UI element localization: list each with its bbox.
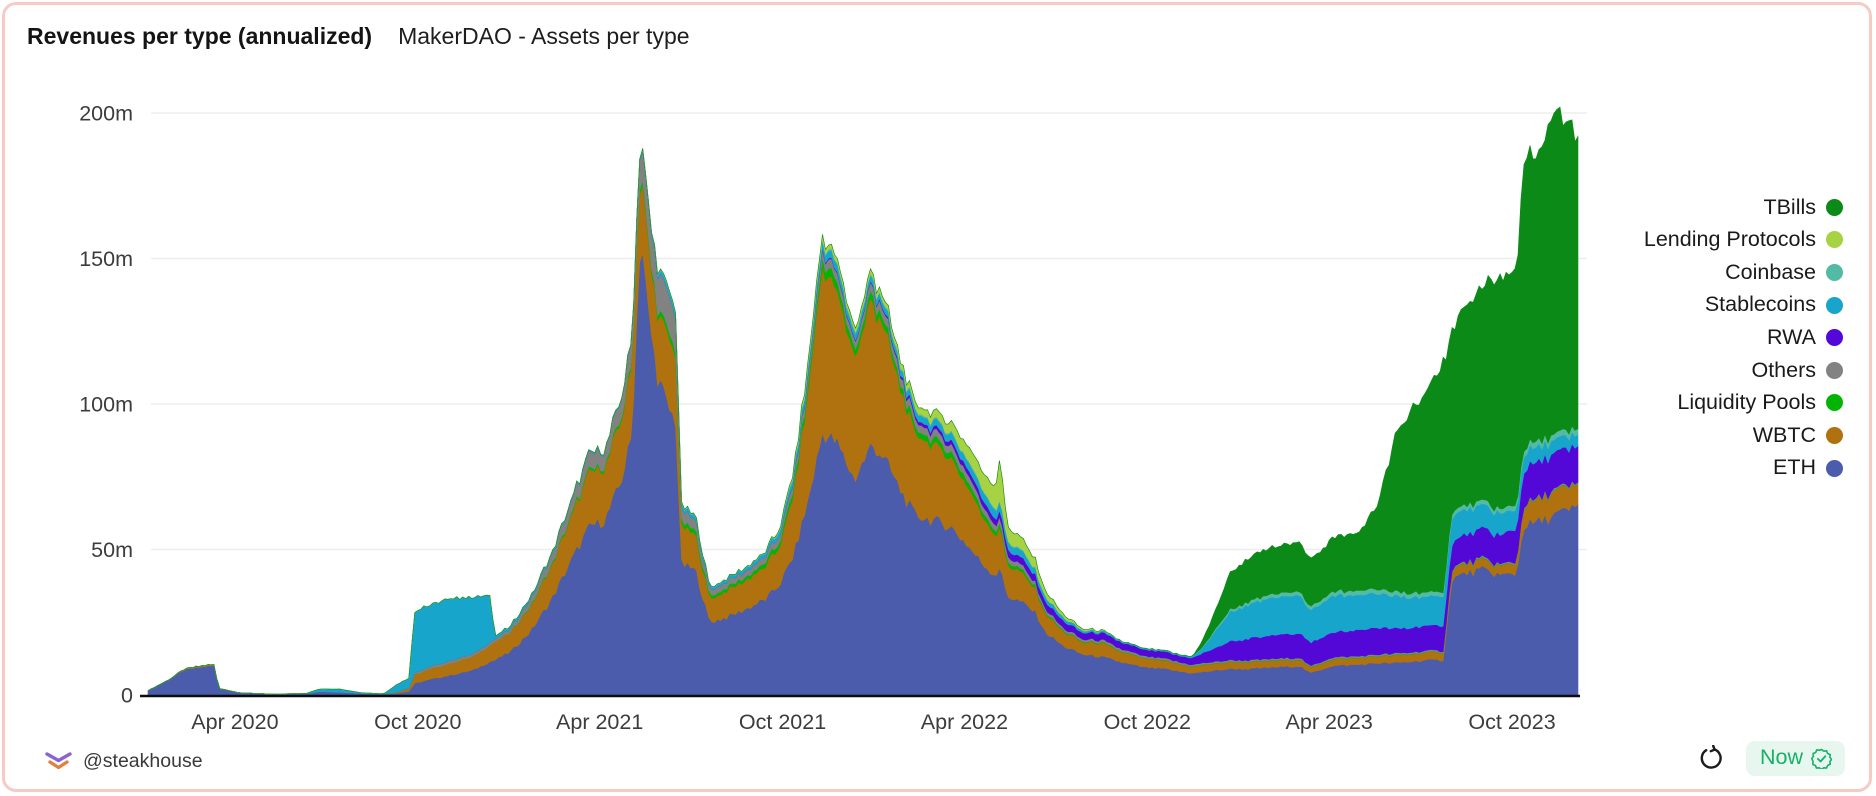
refresh-icon <box>1700 745 1722 769</box>
legend-item-stablecoins[interactable]: Stablecoins <box>1705 289 1843 322</box>
legend-item-tbills[interactable]: TBills <box>1763 191 1843 224</box>
legend-label: WBTC <box>1752 422 1816 447</box>
legend-label: Coinbase <box>1725 259 1816 284</box>
now-badge-label: Now <box>1759 745 1803 770</box>
legend-label: Others <box>1751 357 1816 382</box>
legend-label: Lending Protocols <box>1643 227 1816 252</box>
legend-item-others[interactable]: Others <box>1751 354 1843 387</box>
x-tick-label: Oct 2020 <box>374 710 461 734</box>
legend-color-dot <box>1826 231 1843 249</box>
y-tick-label: 50m <box>91 538 133 562</box>
legend-color-dot <box>1826 361 1843 379</box>
legend-item-lending-protocols[interactable]: Lending Protocols <box>1644 224 1843 257</box>
footer-status: Now <box>1696 741 1845 776</box>
revenue-stacked-area-chart[interactable]: 0 50m 100m 150m 200m Apr 2020 Oct 2020 Apr 2021… <box>5 5 1872 792</box>
legend-item-rwa[interactable]: RWA <box>1767 321 1843 354</box>
x-tick-label: Apr 2022 <box>921 710 1008 734</box>
x-tick-label: Oct 2022 <box>1104 710 1191 734</box>
legend-label: Liquidity Pools <box>1677 390 1816 415</box>
x-tick-label: Apr 2021 <box>556 710 643 734</box>
chart-legend: TBills Lending Protocols Coinbase Stablecoi… <box>1644 191 1843 484</box>
x-tick-label: Oct 2023 <box>1468 710 1555 734</box>
legend-color-dot <box>1826 198 1843 216</box>
footer-credit: @steakhouse <box>45 750 203 773</box>
legend-item-coinbase[interactable]: Coinbase <box>1725 256 1843 289</box>
area-tbills[interactable] <box>147 106 1579 695</box>
legend-label: Stablecoins <box>1704 292 1816 317</box>
page-title: Revenues per type (annualized) <box>27 23 373 49</box>
y-tick-label: 200m <box>79 102 133 126</box>
steakhouse-logo-icon <box>45 751 72 769</box>
legend-label: TBills <box>1763 194 1816 219</box>
steakhouse-handle[interactable]: @steakhouse <box>83 750 203 772</box>
refresh-button[interactable] <box>1696 743 1727 774</box>
y-tick-label: 150m <box>79 247 133 271</box>
badge-check-icon <box>1811 748 1832 769</box>
legend-color-dot <box>1826 263 1843 281</box>
now-badge[interactable]: Now <box>1745 741 1845 776</box>
legend-color-dot <box>1826 459 1843 477</box>
page-subtitle: MakerDAO - Assets per type <box>398 23 690 49</box>
x-tick-label: Apr 2023 <box>1286 710 1373 734</box>
legend-label: RWA <box>1767 324 1816 349</box>
legend-color-dot <box>1826 426 1843 444</box>
legend-item-wbtc[interactable]: WBTC <box>1753 419 1843 452</box>
x-tick-label: Oct 2021 <box>739 710 826 734</box>
legend-item-liquidity-pools[interactable]: Liquidity Pools <box>1677 387 1843 420</box>
y-tick-label: 0 <box>121 684 133 708</box>
y-tick-label: 100m <box>79 393 133 417</box>
legend-color-dot <box>1826 296 1843 314</box>
chart-canvas[interactable]: 0 50m 100m 150m 200m Apr 2020 Oct 2020 Apr 2021… <box>5 5 1872 792</box>
legend-label: ETH <box>1773 455 1816 480</box>
legend-color-dot <box>1826 329 1843 347</box>
legend-item-eth[interactable]: ETH <box>1773 452 1843 485</box>
x-tick-label: Apr 2020 <box>191 710 278 734</box>
legend-color-dot <box>1826 394 1843 412</box>
chart-header: Revenues per type (annualized) MakerDAO … <box>27 23 690 50</box>
